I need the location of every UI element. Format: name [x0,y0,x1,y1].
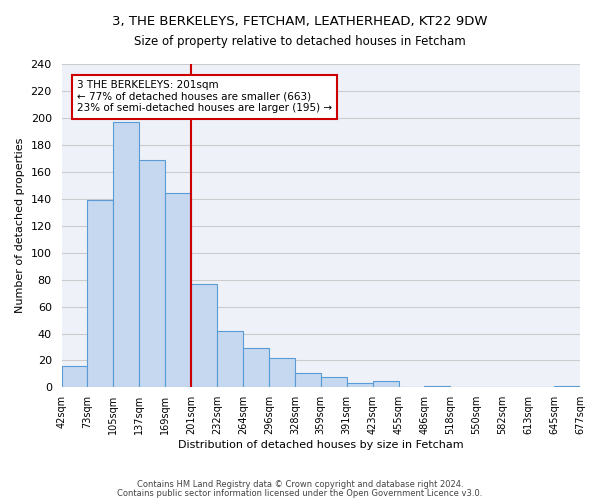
Bar [88,200,113,388]
Text: Size of property relative to detached houses in Fetcham: Size of property relative to detached ho… [134,35,466,48]
Text: 3 THE BERKELEYS: 201sqm
← 77% of detached houses are smaller (663)
23% of semi-d: 3 THE BERKELEYS: 201sqm ← 77% of detache… [77,80,332,114]
Bar [139,160,165,388]
Bar [243,348,269,388]
Bar [165,194,191,388]
Bar [295,372,321,388]
Y-axis label: Number of detached properties: Number of detached properties [15,138,25,314]
Bar [554,386,580,388]
Bar [191,284,217,388]
Bar [424,386,451,388]
Bar [321,376,347,388]
Bar [269,358,295,388]
Bar [373,380,398,388]
Text: 3, THE BERKELEYS, FETCHAM, LEATHERHEAD, KT22 9DW: 3, THE BERKELEYS, FETCHAM, LEATHERHEAD, … [112,15,488,28]
Bar [62,366,88,388]
Bar [113,122,139,388]
Bar [347,384,373,388]
Text: Contains HM Land Registry data © Crown copyright and database right 2024.: Contains HM Land Registry data © Crown c… [137,480,463,489]
Text: Contains public sector information licensed under the Open Government Licence v3: Contains public sector information licen… [118,488,482,498]
X-axis label: Distribution of detached houses by size in Fetcham: Distribution of detached houses by size … [178,440,464,450]
Bar [217,331,243,388]
